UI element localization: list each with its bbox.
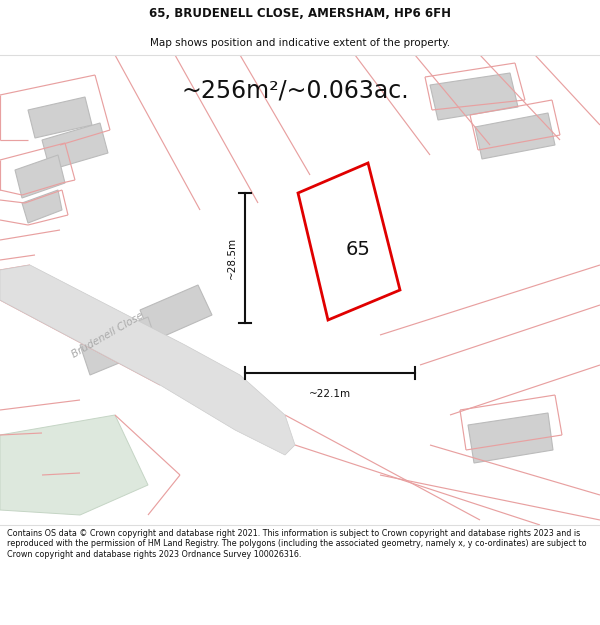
Polygon shape	[430, 73, 518, 120]
Text: 65: 65	[346, 240, 371, 259]
Text: ~256m²/~0.063ac.: ~256m²/~0.063ac.	[181, 78, 409, 102]
Text: ~28.5m: ~28.5m	[227, 237, 237, 279]
Polygon shape	[65, 437, 124, 477]
Polygon shape	[28, 97, 92, 138]
Polygon shape	[468, 413, 553, 463]
Text: 65, BRUDENELL CLOSE, AMERSHAM, HP6 6FH: 65, BRUDENELL CLOSE, AMERSHAM, HP6 6FH	[149, 8, 451, 20]
Text: Map shows position and indicative extent of the property.: Map shows position and indicative extent…	[150, 38, 450, 48]
Polygon shape	[0, 265, 295, 455]
Polygon shape	[15, 155, 65, 198]
Polygon shape	[42, 123, 108, 170]
Text: Brudenell Close: Brudenell Close	[70, 311, 146, 359]
Polygon shape	[22, 190, 62, 223]
Text: Contains OS data © Crown copyright and database right 2021. This information is : Contains OS data © Crown copyright and d…	[7, 529, 587, 559]
Polygon shape	[298, 163, 400, 320]
Text: ~22.1m: ~22.1m	[309, 389, 351, 399]
Polygon shape	[475, 113, 555, 159]
Polygon shape	[80, 317, 158, 375]
Polygon shape	[0, 415, 148, 515]
Polygon shape	[140, 285, 212, 341]
